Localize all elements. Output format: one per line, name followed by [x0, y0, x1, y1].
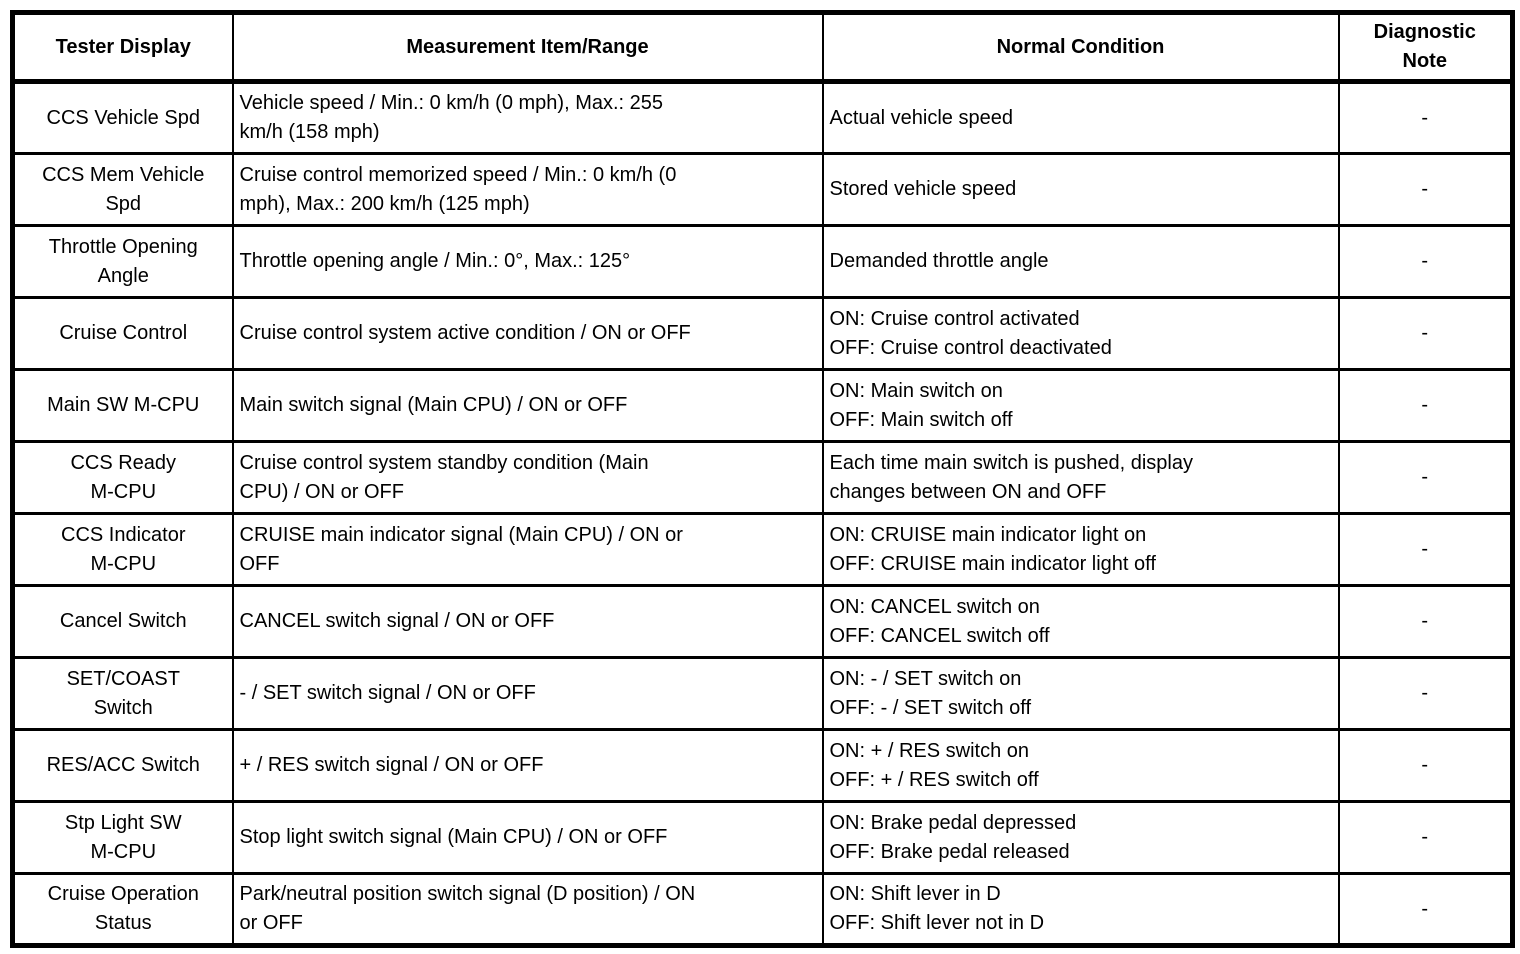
measurement-item-cell: Main switch signal (Main CPU) / ON or OF…	[231, 368, 824, 443]
column-header-diagnostic-note: Diagnostic Note	[1337, 11, 1514, 84]
table-row: Cruise Operation Status Park/neutral pos…	[11, 872, 1514, 947]
table-row: CCS Vehicle Spd Vehicle speed / Min.: 0 …	[11, 80, 1514, 155]
table-row: Main SW M-CPU Main switch signal (Main C…	[11, 368, 1514, 443]
normal-condition-cell: Stored vehicle speed	[821, 152, 1340, 227]
table-row: CCS Ready M-CPU Cruise control system st…	[11, 440, 1514, 515]
tester-display-cell: SET/COAST Switch	[11, 656, 234, 731]
diagnostic-note-cell: -	[1337, 440, 1514, 515]
diagnostic-note-cell: -	[1337, 800, 1514, 875]
tester-display-cell: CCS Indicator M-CPU	[11, 512, 234, 587]
tester-display-cell: Stp Light SW M-CPU	[11, 800, 234, 875]
table-row: CCS Mem Vehicle Spd Cruise control memor…	[11, 152, 1514, 227]
tester-display-cell: Cruise Control	[11, 296, 234, 371]
tester-data-list-table: Tester Display Measurement Item/Range No…	[10, 10, 1515, 948]
normal-condition-cell: ON: Main switch on OFF: Main switch off	[821, 368, 1340, 443]
normal-condition-cell: ON: Cruise control activated OFF: Cruise…	[821, 296, 1340, 371]
diagnostic-note-cell: -	[1337, 152, 1514, 227]
column-header-normal-condition: Normal Condition	[821, 11, 1340, 84]
measurement-item-cell: Cruise control memorized speed / Min.: 0…	[231, 152, 824, 227]
normal-condition-cell: Each time main switch is pushed, display…	[821, 440, 1340, 515]
tester-display-cell: Throttle Opening Angle	[11, 224, 234, 299]
diagnostic-note-cell: -	[1337, 584, 1514, 659]
measurement-item-cell: Cruise control system standby condition …	[231, 440, 824, 515]
table-header-row: Tester Display Measurement Item/Range No…	[11, 11, 1514, 84]
diagnostic-note-cell: -	[1337, 224, 1514, 299]
diagnostic-note-cell: -	[1337, 80, 1514, 155]
diagnostic-note-cell: -	[1337, 728, 1514, 803]
diagnostic-note-cell: -	[1337, 656, 1514, 731]
measurement-item-cell: Stop light switch signal (Main CPU) / ON…	[231, 800, 824, 875]
normal-condition-cell: Actual vehicle speed	[821, 80, 1340, 155]
normal-condition-cell: ON: + / RES switch on OFF: + / RES switc…	[821, 728, 1340, 803]
normal-condition-cell: ON: CRUISE main indicator light on OFF: …	[821, 512, 1340, 587]
tester-display-cell: Cancel Switch	[11, 584, 234, 659]
normal-condition-cell: ON: - / SET switch on OFF: - / SET switc…	[821, 656, 1340, 731]
table-row: SET/COAST Switch - / SET switch signal /…	[11, 656, 1514, 731]
measurement-item-cell: Park/neutral position switch signal (D p…	[231, 872, 824, 947]
table-row: CCS Indicator M-CPU CRUISE main indicato…	[11, 512, 1514, 587]
table-row: Stp Light SW M-CPU Stop light switch sig…	[11, 800, 1514, 875]
normal-condition-cell: Demanded throttle angle	[821, 224, 1340, 299]
normal-condition-cell: ON: Shift lever in D OFF: Shift lever no…	[821, 872, 1340, 947]
table-row: Cancel Switch CANCEL switch signal / ON …	[11, 584, 1514, 659]
measurement-item-cell: Throttle opening angle / Min.: 0°, Max.:…	[231, 224, 824, 299]
measurement-item-cell: - / SET switch signal / ON or OFF	[231, 656, 824, 731]
tester-display-cell: Cruise Operation Status	[11, 872, 234, 947]
table-row: Throttle Opening Angle Throttle opening …	[11, 224, 1514, 299]
measurement-item-cell: CANCEL switch signal / ON or OFF	[231, 584, 824, 659]
measurement-item-cell: Cruise control system active condition /…	[231, 296, 824, 371]
tester-display-cell: CCS Vehicle Spd	[11, 80, 234, 155]
tester-display-cell: Main SW M-CPU	[11, 368, 234, 443]
tester-display-cell: CCS Ready M-CPU	[11, 440, 234, 515]
measurement-item-cell: CRUISE main indicator signal (Main CPU) …	[231, 512, 824, 587]
diagnostic-note-cell: -	[1337, 368, 1514, 443]
diagnostic-note-cell: -	[1337, 872, 1514, 947]
table-row: Cruise Control Cruise control system act…	[11, 296, 1514, 371]
diagnostic-note-cell: -	[1337, 296, 1514, 371]
tester-display-cell: CCS Mem Vehicle Spd	[11, 152, 234, 227]
column-header-measurement-item-range: Measurement Item/Range	[231, 11, 824, 84]
diagnostic-note-cell: -	[1337, 512, 1514, 587]
normal-condition-cell: ON: Brake pedal depressed OFF: Brake ped…	[821, 800, 1340, 875]
measurement-item-cell: + / RES switch signal / ON or OFF	[231, 728, 824, 803]
table-row: RES/ACC Switch + / RES switch signal / O…	[11, 728, 1514, 803]
measurement-item-cell: Vehicle speed / Min.: 0 km/h (0 mph), Ma…	[231, 80, 824, 155]
normal-condition-cell: ON: CANCEL switch on OFF: CANCEL switch …	[821, 584, 1340, 659]
column-header-tester-display: Tester Display	[11, 11, 234, 84]
tester-display-cell: RES/ACC Switch	[11, 728, 234, 803]
